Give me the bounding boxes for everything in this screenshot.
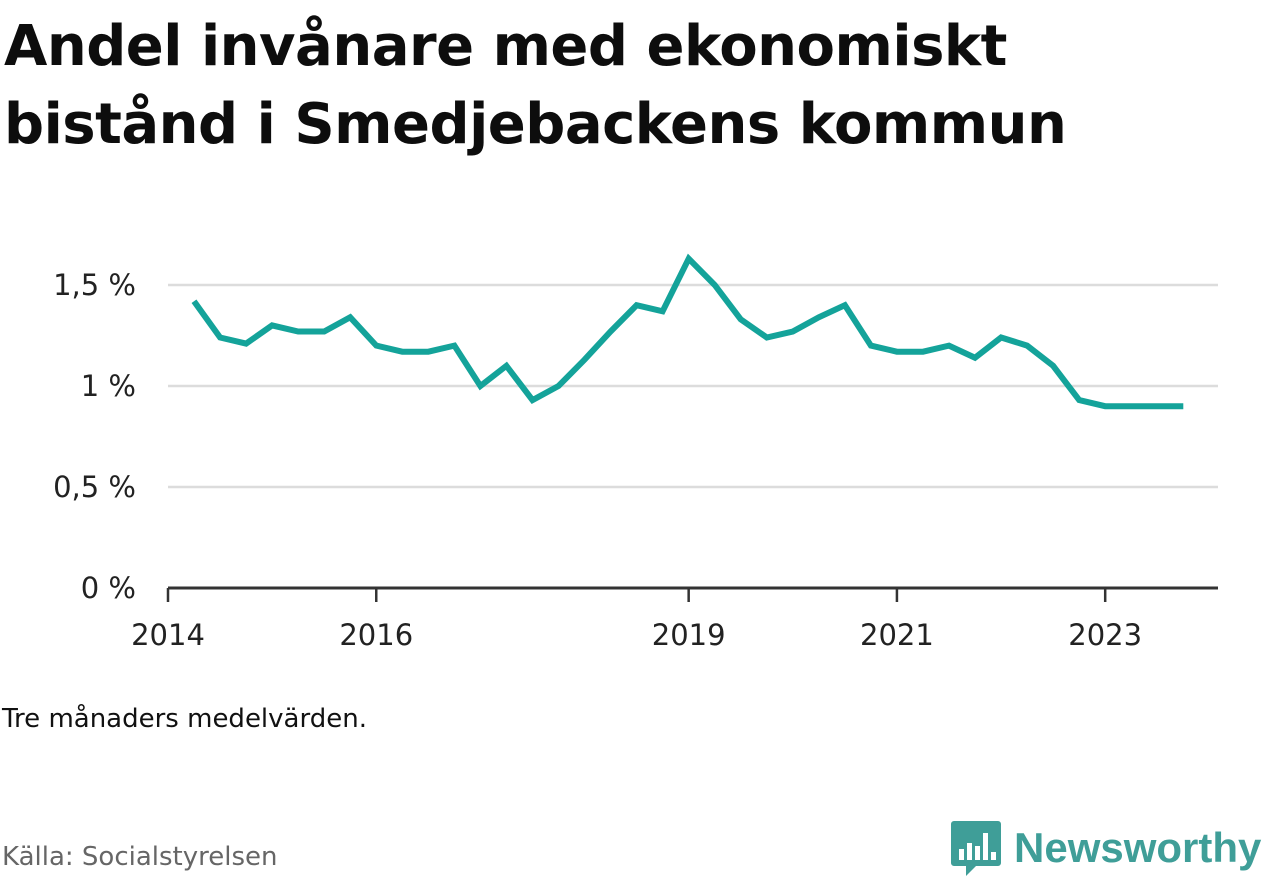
brand-logo: Newsworthy xyxy=(950,818,1261,878)
data-point xyxy=(714,284,716,286)
data-point xyxy=(974,357,976,359)
data-point xyxy=(948,345,950,347)
data-point xyxy=(896,351,898,353)
y-tick-label: 0,5 % xyxy=(53,470,136,504)
data-point xyxy=(1182,405,1184,407)
data-point xyxy=(1156,405,1158,407)
chart-note: Tre månaders medelvärden. xyxy=(2,704,367,734)
y-tick-label: 1 % xyxy=(81,369,136,403)
data-point xyxy=(349,316,351,318)
data-point xyxy=(558,385,560,387)
data-point xyxy=(688,258,690,260)
data-point xyxy=(297,331,299,333)
data-point xyxy=(1130,405,1132,407)
data-point xyxy=(375,345,377,347)
data-point xyxy=(401,351,403,353)
data-point xyxy=(818,316,820,318)
x-axis: 2014 2016 2019 2021 2023 xyxy=(131,586,1218,652)
data-point xyxy=(870,345,872,347)
chart-title: Andel invånare med ekonomiskt bistånd i … xyxy=(4,14,1067,157)
y-tick-label: 0 % xyxy=(81,571,136,605)
data-point xyxy=(844,304,846,306)
x-tick-label: 2016 xyxy=(339,618,413,652)
data-point xyxy=(271,324,273,326)
data-point xyxy=(662,310,664,312)
data-point xyxy=(532,399,534,401)
data-point xyxy=(1104,405,1106,407)
data-point xyxy=(427,351,429,353)
source-credit: Källa: Socialstyrelsen xyxy=(2,842,278,872)
x-tick-label: 2019 xyxy=(652,618,726,652)
icon-bar-4 xyxy=(983,833,988,860)
data-point xyxy=(505,365,507,367)
brand-name: Newsworthy xyxy=(1014,824,1262,871)
data-point xyxy=(766,337,768,339)
series-layer xyxy=(191,253,1184,410)
icon-bar-2 xyxy=(967,843,972,860)
data-point xyxy=(323,331,325,333)
icon-bar-1 xyxy=(959,849,964,860)
data-point xyxy=(245,343,247,345)
data-point xyxy=(219,337,221,339)
x-tick-label: 2023 xyxy=(1068,618,1142,652)
data-point xyxy=(636,304,638,306)
icon-bar-5 xyxy=(991,852,996,860)
icon-bar-3 xyxy=(975,846,980,860)
x-tick-label: 2014 xyxy=(131,618,205,652)
data-point xyxy=(479,385,481,387)
line-chart: 0 % 0,5 % 1 % 1,5 % 2014 2016 2019 2021 2023 xyxy=(53,253,1218,652)
x-tick-label: 2021 xyxy=(860,618,934,652)
gridlines xyxy=(168,283,1218,489)
data-point xyxy=(792,331,794,333)
data-point xyxy=(453,345,455,347)
data-point xyxy=(1026,345,1028,347)
data-point xyxy=(1000,337,1002,339)
data-point xyxy=(740,318,742,320)
data-point xyxy=(1078,399,1080,401)
data-point xyxy=(584,359,586,361)
data-point xyxy=(1052,365,1054,367)
series-line xyxy=(191,253,1184,410)
data-point xyxy=(922,351,924,353)
data-point xyxy=(193,300,195,302)
y-tick-label: 1,5 % xyxy=(53,268,136,302)
y-axis-labels: 0 % 0,5 % 1 % 1,5 % xyxy=(53,268,136,605)
bar-chart-speech-bubble-icon xyxy=(951,821,1001,876)
data-point xyxy=(610,331,612,333)
